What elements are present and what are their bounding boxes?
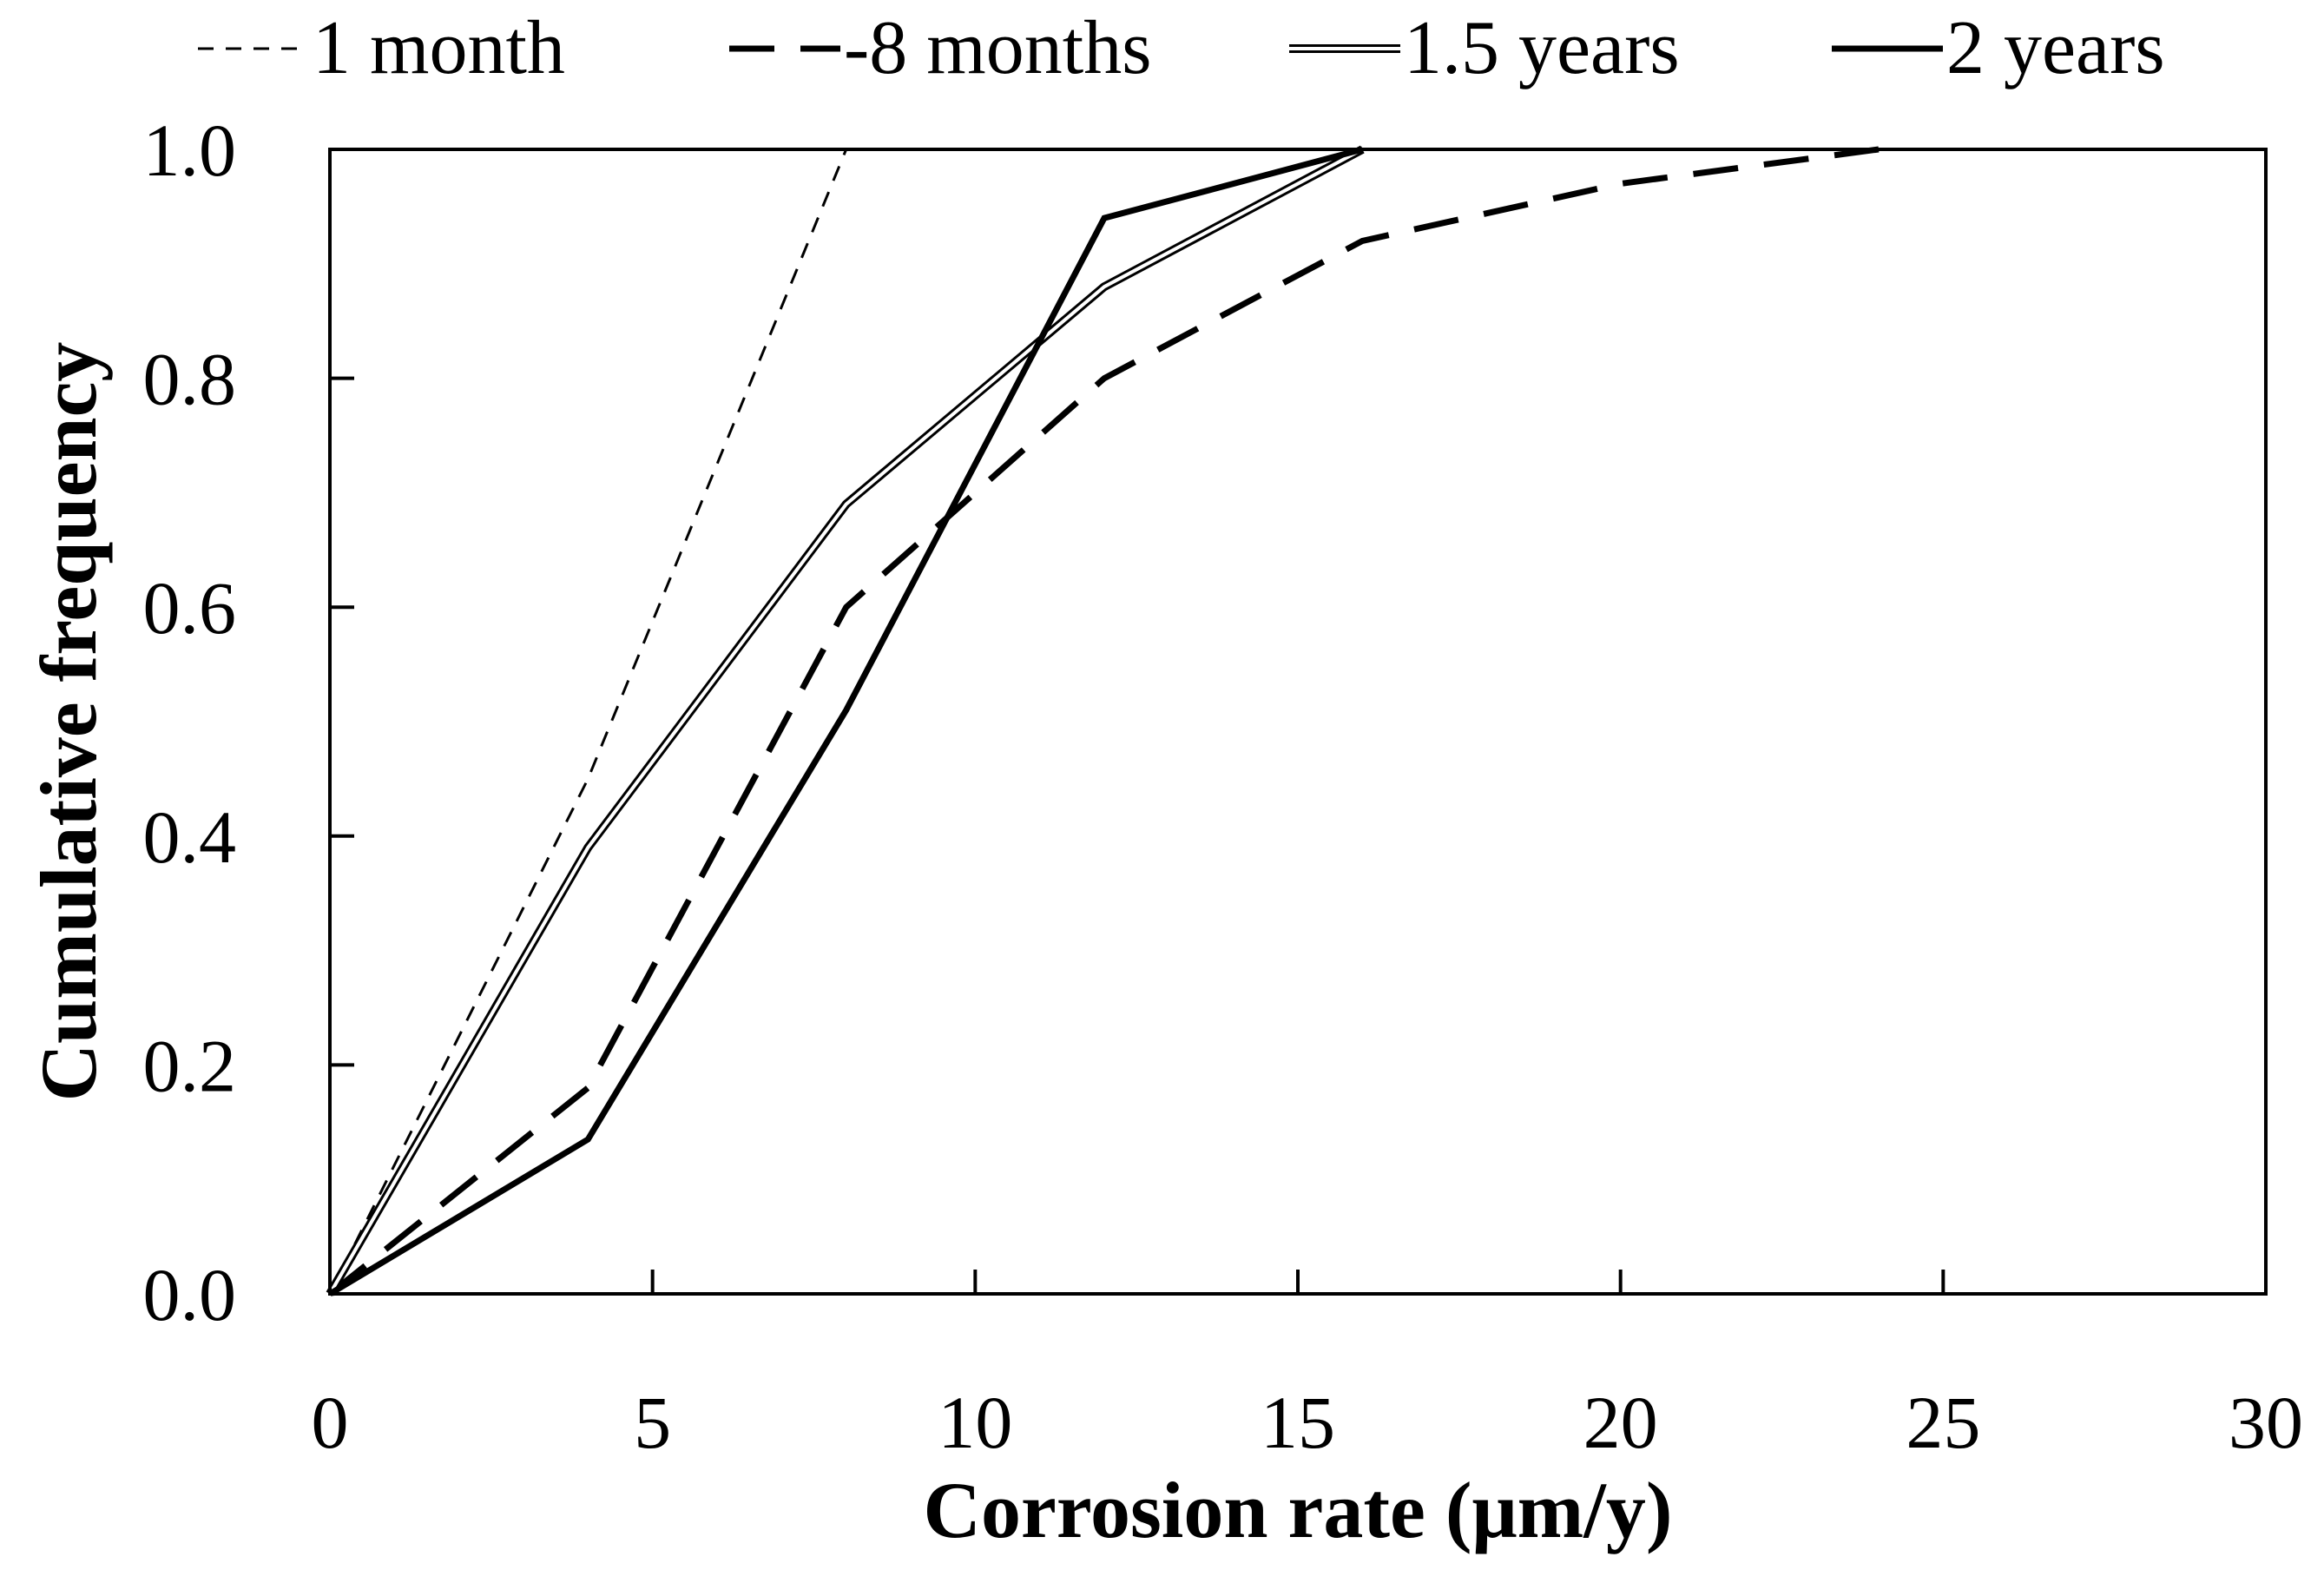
series-2-stroke-1 bbox=[328, 148, 1364, 1296]
y-tick-label-1: 0.2 bbox=[143, 1024, 237, 1107]
series-0-stroke-0 bbox=[328, 148, 848, 1295]
series-0-line bbox=[328, 148, 848, 1295]
x-tick-label-2: 10 bbox=[938, 1381, 1012, 1464]
y-tick-label-5: 1.0 bbox=[143, 109, 237, 192]
legend-label-2: 1.5 years bbox=[1404, 6, 1680, 90]
legend-item-0: 1 month bbox=[198, 6, 565, 90]
legend-item-1: -8 months bbox=[729, 6, 1151, 90]
y-tick-label-4: 0.8 bbox=[143, 338, 237, 421]
series-3-line bbox=[328, 146, 1364, 1297]
x-tick-label-3: 15 bbox=[1261, 1381, 1335, 1464]
x-tick-label-1: 5 bbox=[634, 1381, 671, 1464]
series-3-stroke-0 bbox=[328, 146, 1364, 1297]
legend-label-1: -8 months bbox=[844, 6, 1151, 90]
series-1-stroke-0 bbox=[327, 146, 1880, 1296]
y-tick-label-3: 0.6 bbox=[143, 566, 237, 650]
legend-item-3: 2 years bbox=[1832, 6, 2165, 90]
series-1-line bbox=[327, 146, 1880, 1296]
ticks-layer bbox=[330, 376, 1945, 1294]
legend: 1 month -8 months 1.5 years 2 years bbox=[198, 6, 2165, 90]
series-layer bbox=[326, 145, 1880, 1297]
x-tick-label-4: 20 bbox=[1583, 1381, 1658, 1464]
y-axis-title: Cumulative frequency bbox=[24, 342, 113, 1102]
series-2-line bbox=[326, 145, 1365, 1296]
x-tick-label-0: 0 bbox=[312, 1381, 349, 1464]
legend-label-3: 2 years bbox=[1946, 6, 2165, 90]
labels-layer: 0 5 10 15 20 25 30 0.0 0.2 0.4 0.6 0.8 1.0 bbox=[143, 109, 2304, 1464]
y-tick-label-2: 0.4 bbox=[143, 795, 237, 879]
x-tick-label-6: 30 bbox=[2229, 1381, 2303, 1464]
y-tick-label-0: 0.0 bbox=[143, 1253, 237, 1336]
x-tick-label-5: 25 bbox=[1906, 1381, 1980, 1464]
x-axis-title: Corrosion rate (μm/y) bbox=[924, 1466, 1673, 1554]
legend-label-0: 1 month bbox=[313, 6, 565, 90]
legend-item-2: 1.5 years bbox=[1289, 6, 1680, 90]
